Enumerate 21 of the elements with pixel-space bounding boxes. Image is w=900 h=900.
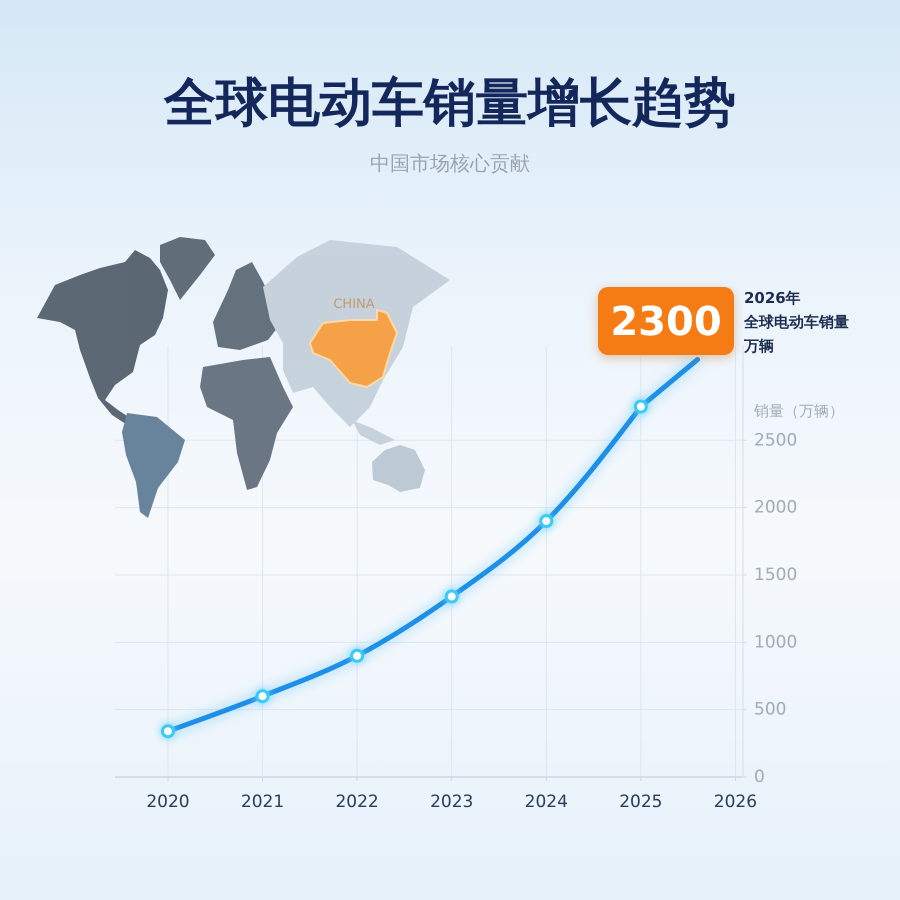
chart-subtitle: 中国市场核心贡献 xyxy=(370,151,530,175)
text: 万辆 xyxy=(743,337,774,355)
x-tick-label: 2023 xyxy=(430,792,474,812)
x-tick-label: 2021 xyxy=(240,792,284,812)
x-tick-label: 2024 xyxy=(524,792,568,812)
x-tick-label: 2020 xyxy=(146,792,190,812)
text: 全球电动车销量 xyxy=(743,313,849,331)
y-tick-label: 500 xyxy=(754,700,786,720)
x-tick-label: 2026 xyxy=(714,792,758,812)
chart-title: 全球电动车销量增长趋势 xyxy=(163,73,736,133)
y-tick-label: 1500 xyxy=(754,564,798,585)
y-tick-label: 2500 xyxy=(754,430,798,450)
text: CHINA xyxy=(333,297,375,312)
y-tick-label: 0 xyxy=(754,767,765,787)
y-tick-label: 2000 xyxy=(754,498,798,518)
x-tick-label: 2025 xyxy=(619,792,662,812)
y-tick-label: 1000 xyxy=(754,632,798,652)
y-axis-title: 销量（万辆） xyxy=(753,402,844,420)
x-tick-label: 2022 xyxy=(335,792,379,812)
text: 2300 xyxy=(610,299,722,345)
text: 2026年 xyxy=(744,289,801,307)
